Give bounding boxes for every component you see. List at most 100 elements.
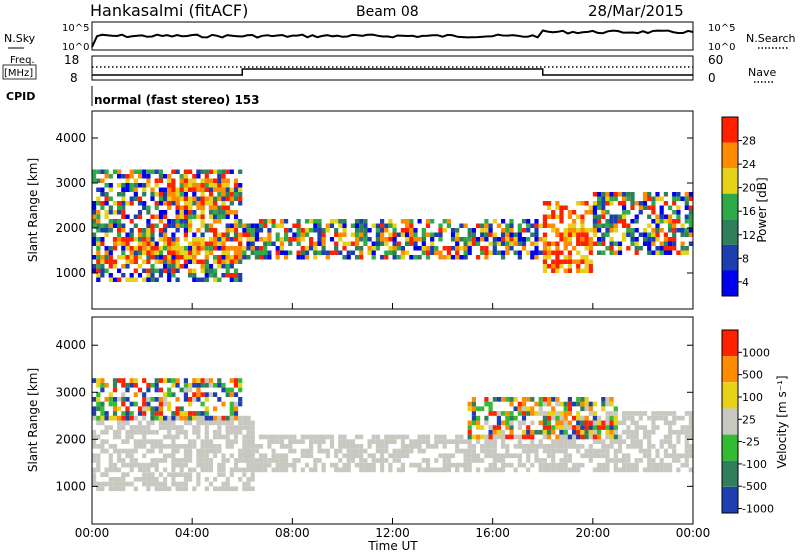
power-cell: [196, 187, 201, 192]
velocity-cell: [384, 458, 389, 463]
velocity-cell: [463, 439, 468, 444]
power-cell: [480, 223, 485, 228]
velocity-cell: [175, 481, 180, 487]
power-cell: [192, 187, 197, 192]
velocity-cell: [484, 434, 489, 440]
power-cell: [517, 232, 522, 237]
power-cell: [100, 259, 105, 264]
velocity-cell: [597, 453, 602, 459]
power-cell: [605, 201, 610, 206]
velocity-cell: [592, 420, 597, 426]
power-cell: [171, 183, 176, 188]
power-cell: [597, 237, 602, 242]
velocity-cell: [196, 462, 201, 468]
power-cell: [112, 219, 118, 224]
velocity-cell: [492, 444, 497, 449]
velocity-cell: [154, 467, 159, 473]
power-cell: [133, 246, 138, 251]
velocity-cell: [183, 387, 188, 393]
velocity-cell: [534, 444, 539, 449]
velocity-cell: [284, 453, 289, 459]
power-cell: [154, 223, 159, 228]
power-cell: [100, 178, 105, 183]
velocity-cell: [505, 444, 510, 449]
power-cell: [100, 264, 105, 269]
power-cell: [213, 241, 218, 246]
power-cell: [563, 237, 568, 242]
power-cell: [634, 228, 639, 233]
velocity-cell: [480, 458, 485, 463]
power-cell: [622, 219, 627, 224]
velocity-cell: [613, 453, 618, 459]
power-cell: [204, 277, 209, 282]
power-cell: [246, 228, 251, 233]
velocity-cell: [663, 411, 668, 416]
velocity-cell: [567, 411, 572, 416]
power-cell: [617, 246, 623, 251]
velocity-cell: [684, 429, 689, 435]
velocity-cell: [609, 444, 614, 449]
power-cell: [392, 250, 397, 255]
velocity-cell: [250, 420, 255, 426]
velocity-cell: [196, 392, 201, 397]
power-cell: [584, 259, 589, 264]
power-cell: [150, 273, 155, 278]
velocity-cell: [521, 411, 527, 416]
power-cell: [626, 232, 631, 237]
power-cell: [546, 255, 552, 260]
velocity-cell: [375, 434, 380, 440]
velocity-cell: [167, 434, 172, 440]
power-cell: [321, 237, 326, 242]
velocity-cell: [384, 434, 389, 440]
velocity-cell: [121, 472, 126, 477]
velocity-cell: [659, 415, 664, 421]
power-cell: [117, 174, 122, 179]
power-cell: [413, 237, 418, 242]
velocity-cell: [117, 425, 122, 430]
velocity-cell: [509, 411, 514, 416]
power-cell: [663, 237, 668, 242]
power-cell: [284, 255, 289, 260]
power-cell: [154, 205, 159, 210]
velocity-cell: [584, 429, 589, 435]
power-cell: [384, 255, 389, 260]
velocity-cell: [384, 444, 389, 449]
velocity-cell: [517, 453, 522, 459]
velocity-cell: [467, 406, 472, 412]
velocity-cell: [563, 453, 568, 459]
power-cell: [192, 277, 197, 282]
velocity-cell: [192, 429, 197, 435]
power-cell: [517, 237, 522, 242]
power-cell: [233, 192, 239, 197]
velocity-cell: [388, 453, 393, 459]
power-cell: [183, 196, 188, 201]
power-cell: [175, 196, 180, 201]
velocity-cell: [204, 467, 209, 473]
power-cell: [346, 241, 351, 246]
velocity-cell: [163, 481, 168, 487]
power-cell: [329, 223, 335, 228]
velocity-cell: [175, 486, 180, 492]
velocity-cell: [630, 434, 635, 440]
power-cell: [179, 178, 184, 183]
velocity-cell: [626, 444, 631, 449]
power-cell: [672, 210, 677, 215]
velocity-cell: [125, 420, 130, 426]
velocity-cell: [233, 382, 239, 388]
power-cell: [684, 228, 689, 233]
power-cell: [217, 255, 222, 260]
power-cell: [442, 228, 447, 233]
velocity-cell: [233, 467, 239, 473]
velocity-cell: [125, 481, 130, 487]
velocity-cell: [163, 397, 168, 402]
velocity-cell: [246, 458, 251, 463]
velocity-cell: [359, 458, 364, 463]
power-cell: [142, 205, 147, 210]
power-cell: [542, 259, 547, 264]
power-cell: [238, 187, 243, 192]
power-cell: [142, 268, 147, 273]
power-cell: [455, 241, 460, 246]
velocity-cell: [463, 467, 468, 473]
velocity-cell: [672, 453, 677, 459]
velocity-cell: [213, 420, 218, 426]
